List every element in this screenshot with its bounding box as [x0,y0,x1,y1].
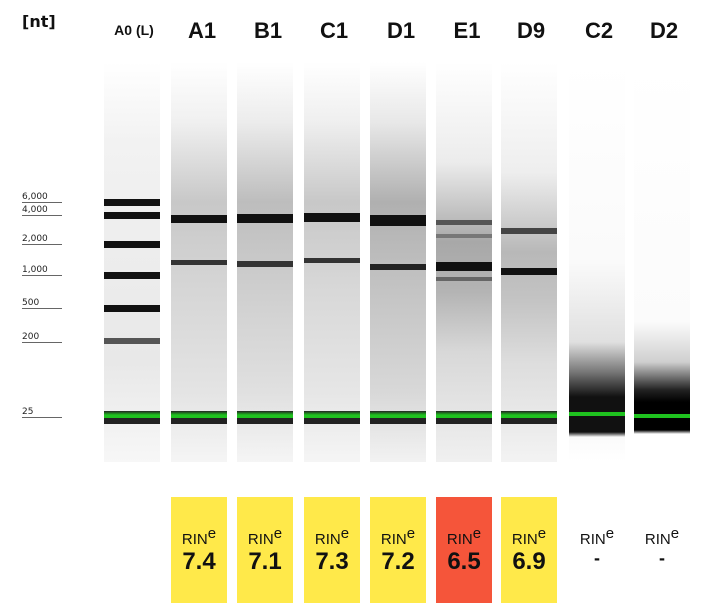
ladder-tick-6000: 6,000 [22,192,62,203]
rin-value: 6.9 [512,548,546,575]
rin-value: 7.1 [248,548,282,575]
ladder-tick-4000: 4,000 [22,205,62,216]
gel-lane-b1 [237,62,293,462]
rin-value: - [594,548,600,568]
rin-label: RINe [314,525,350,548]
rin-box-c2: RINe - [569,497,625,603]
rin-label: RINe [511,525,547,548]
gel-lane-d2 [634,62,690,462]
rin-label: RINe [181,525,217,548]
rin-label: RINe [446,525,482,548]
gel-lane-d1 [370,62,426,462]
lane-label-e1: E1 [453,18,481,43]
rin-value: 7.2 [381,548,415,575]
rin-box-e1: RINe 6.5 [436,497,492,603]
gel-lane-e1 [436,62,492,462]
rin-label: RINe [380,525,416,548]
rin-box-d9: RINe 6.9 [501,497,557,603]
ladder-tick-500: 500 [22,298,62,309]
unit-label: [nt] [22,12,56,31]
rin-value: 6.5 [447,548,481,575]
rin-label: RINe [579,525,615,548]
gel-lane-ladder [104,62,160,462]
lane-label-ladder: A0 (L) [114,22,154,38]
lane-label-d1: D1 [386,18,416,43]
ladder-tick-1000: 1,000 [22,265,62,276]
ladder-tick-25: 25 [22,407,62,418]
lane-label-c2: C2 [584,18,614,43]
lane-label-d9: D9 [516,18,546,43]
lane-label-b1: B1 [253,18,283,43]
ladder-tick-200: 200 [22,332,62,343]
gel-lane-d9 [501,62,557,462]
rin-label: RINe [644,525,680,548]
lane-label-c1: C1 [319,18,349,43]
rin-box-c1: RINe 7.3 [304,497,360,603]
rin-value: 7.3 [315,548,349,575]
rin-label: RINe [247,525,283,548]
rin-value: 7.4 [182,548,216,575]
gel-lane-a1 [171,62,227,462]
gel-lane-c2 [569,62,625,462]
rin-box-d1: RINe 7.2 [370,497,426,603]
lane-label-a1: A1 [187,18,217,43]
ladder-tick-2000: 2,000 [22,234,62,245]
rin-box-d2: RINe - [634,497,690,603]
gel-lane-c1 [304,62,360,462]
lane-label-d2: D2 [649,18,679,43]
rin-value: - [659,548,665,568]
rin-box-a1: RINe 7.4 [171,497,227,603]
rin-box-b1: RINe 7.1 [237,497,293,603]
